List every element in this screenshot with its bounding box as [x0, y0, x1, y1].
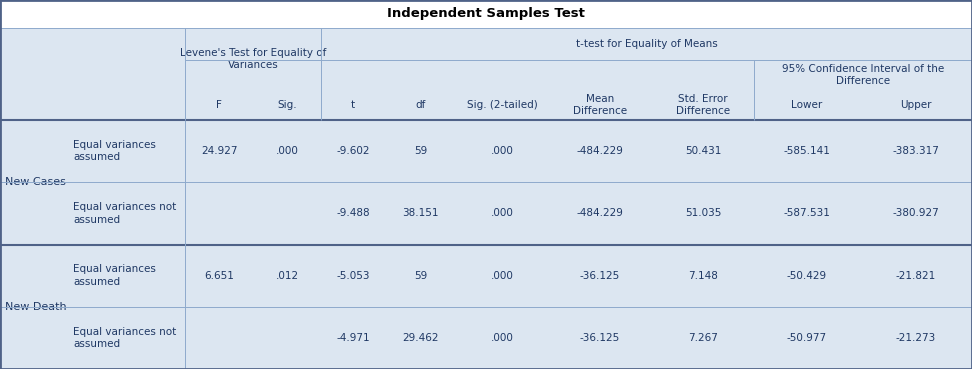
Text: 29.462: 29.462 [402, 333, 438, 343]
Text: Equal variances
assumed: Equal variances assumed [73, 140, 156, 162]
Bar [321, 28, 972, 60]
Text: Equal variances not
assumed: Equal variances not assumed [73, 202, 176, 225]
Bar [754, 60, 972, 90]
Text: -5.053: -5.053 [336, 270, 369, 281]
Text: 50.431: 50.431 [685, 146, 721, 156]
Bar [185, 28, 321, 90]
Bar [652, 90, 754, 120]
Bar [0, 60, 321, 90]
Bar [860, 90, 972, 120]
Text: -484.229: -484.229 [576, 146, 623, 156]
Text: 51.035: 51.035 [685, 208, 721, 218]
Bar [0, 120, 972, 182]
Text: Std. Error
Difference: Std. Error Difference [676, 94, 730, 116]
Text: -21.273: -21.273 [896, 333, 936, 343]
Text: .000: .000 [491, 146, 513, 156]
Bar [185, 90, 253, 120]
Text: -4.971: -4.971 [336, 333, 369, 343]
Text: Equal variances not
assumed: Equal variances not assumed [73, 327, 176, 349]
Text: -21.821: -21.821 [896, 270, 936, 281]
Text: 7.148: 7.148 [688, 270, 718, 281]
Text: -587.531: -587.531 [783, 208, 830, 218]
Bar [321, 90, 385, 120]
Text: .000: .000 [491, 333, 513, 343]
Text: -585.141: -585.141 [783, 146, 830, 156]
Bar [548, 90, 652, 120]
Text: -380.927: -380.927 [892, 208, 939, 218]
Bar [754, 90, 860, 120]
Text: -9.602: -9.602 [336, 146, 369, 156]
Text: Upper: Upper [900, 100, 932, 110]
Bar [385, 90, 456, 120]
Bar [253, 90, 321, 120]
Text: 59: 59 [414, 270, 427, 281]
Text: Equal variances
assumed: Equal variances assumed [73, 265, 156, 287]
Text: t-test for Equality of Means: t-test for Equality of Means [575, 39, 717, 49]
Text: 24.927: 24.927 [201, 146, 237, 156]
Text: -50.429: -50.429 [787, 270, 827, 281]
Text: -383.317: -383.317 [892, 146, 939, 156]
Text: .012: .012 [275, 270, 298, 281]
Text: 59: 59 [414, 146, 427, 156]
Bar [0, 245, 972, 307]
Text: New Cases: New Cases [5, 177, 66, 187]
Text: 95% Confidence Interval of the
Difference: 95% Confidence Interval of the Differenc… [781, 64, 944, 86]
Text: Sig. (2-tailed): Sig. (2-tailed) [467, 100, 538, 110]
Text: .000: .000 [491, 270, 513, 281]
Text: t: t [351, 100, 355, 110]
Text: Sig.: Sig. [277, 100, 296, 110]
Bar [0, 182, 972, 245]
Text: .000: .000 [276, 146, 298, 156]
Text: -9.488: -9.488 [336, 208, 369, 218]
Text: -36.125: -36.125 [580, 270, 620, 281]
Text: 7.267: 7.267 [688, 333, 718, 343]
Text: -50.977: -50.977 [787, 333, 827, 343]
Text: Lower: Lower [791, 100, 822, 110]
Text: F: F [216, 100, 222, 110]
Text: 38.151: 38.151 [402, 208, 438, 218]
Bar [456, 90, 548, 120]
Bar [321, 60, 754, 90]
Bar [0, 0, 972, 28]
Bar [0, 90, 185, 120]
Text: New Death: New Death [5, 302, 67, 312]
Bar [0, 28, 185, 60]
Text: Independent Samples Test: Independent Samples Test [387, 7, 585, 21]
Bar [0, 307, 972, 369]
Text: -36.125: -36.125 [580, 333, 620, 343]
Text: -484.229: -484.229 [576, 208, 623, 218]
Text: Levene's Test for Equality of
Variances: Levene's Test for Equality of Variances [180, 48, 327, 70]
Text: 6.651: 6.651 [204, 270, 234, 281]
Text: df: df [415, 100, 426, 110]
Text: Mean
Difference: Mean Difference [573, 94, 627, 116]
Text: .000: .000 [491, 208, 513, 218]
